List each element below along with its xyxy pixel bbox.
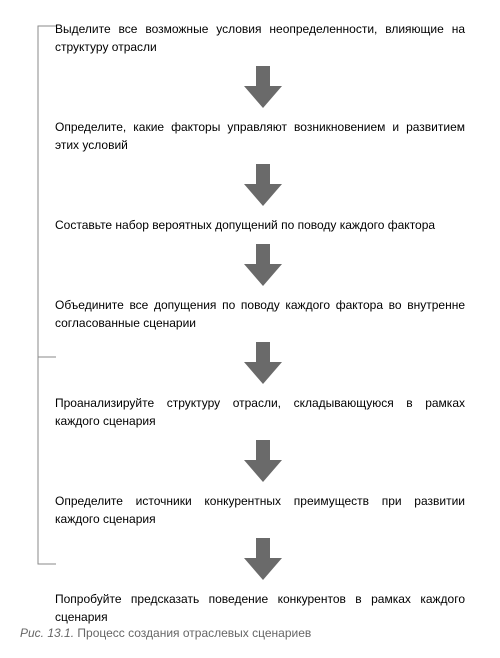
arrow-down-icon — [244, 164, 282, 206]
step-text: Составьте набор вероятных допущений по п… — [55, 216, 470, 234]
arrow-down-icon — [244, 342, 282, 384]
arrow-down — [55, 244, 470, 286]
step-text: Выделите все возможные условия неопредел… — [55, 20, 470, 56]
step-text: Попробуйте предсказать поведение конкуре… — [55, 590, 470, 626]
arrow-down — [55, 342, 470, 384]
arrow-down-icon — [244, 538, 282, 580]
step-text: Проанализируйте структуру отрасли, склад… — [55, 394, 470, 430]
flow-step: Определите источники конкурентных преиму… — [55, 492, 470, 528]
arrow-down — [55, 538, 470, 580]
flow-step: Объедините все допущения по поводу каждо… — [55, 296, 470, 332]
flow-container: Выделите все возможные условия неопредел… — [55, 20, 470, 626]
arrow-down — [55, 164, 470, 206]
step-text: Определите источники конкурентных преиму… — [55, 492, 470, 528]
flow-step: Проанализируйте структуру отрасли, склад… — [55, 394, 470, 430]
arrow-down-icon — [244, 66, 282, 108]
arrow-down-icon — [244, 244, 282, 286]
flow-step: Выделите все возможные условия неопредел… — [55, 20, 470, 56]
step-text: Определите, какие факторы управляют возн… — [55, 118, 470, 154]
step-text: Объедините все допущения по поводу каждо… — [55, 296, 470, 332]
flow-step: Определите, какие факторы управляют возн… — [55, 118, 470, 154]
flow-step: Составьте набор вероятных допущений по п… — [55, 216, 470, 234]
arrow-down — [55, 66, 470, 108]
arrow-down — [55, 440, 470, 482]
flow-step: Попробуйте предсказать поведение конкуре… — [55, 590, 470, 626]
figure-caption: Рис. 13.1. Процесс создания отраслевых с… — [20, 626, 311, 640]
caption-label: Рис. 13.1. — [20, 626, 74, 640]
caption-text: Процесс создания отраслевых сценариев — [77, 626, 311, 640]
arrow-down-icon — [244, 440, 282, 482]
